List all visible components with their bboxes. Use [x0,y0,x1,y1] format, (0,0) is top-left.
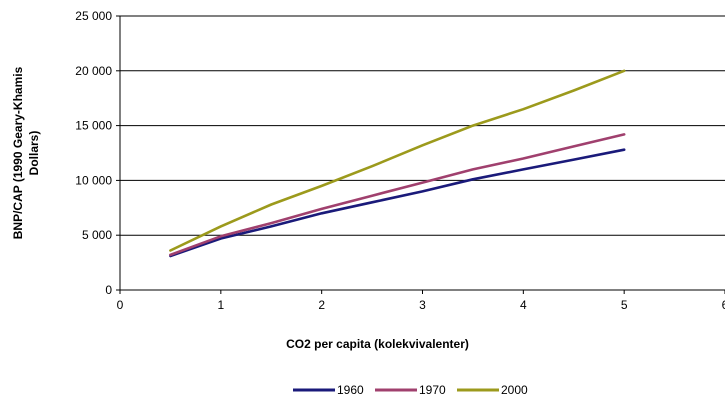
x-tick-label-3: 3 [419,298,426,312]
legend-label-1960: 1960 [337,383,364,397]
x-tick-label-0: 0 [117,298,124,312]
y-axis-title-line-1: BNP/CAP (1990 Geary-Khamis [11,66,25,239]
series-line-1960 [169,148,626,258]
legend: 1960 1970 2000 [293,383,528,397]
x-axis-title: CO2 per capita (kolekvivalenter) [286,337,469,351]
y-tick-label-0: 0 [105,283,112,297]
x-tick-label-2: 2 [318,298,325,312]
x-tick-label-1: 1 [217,298,224,312]
y-tick-label-4: 20 000 [75,64,112,78]
plot-area [169,69,626,258]
gridlines [120,15,725,236]
y-tick-label-5: 25 000 [75,9,112,23]
y-axis-title: BNP/CAP (1990 Geary-Khamis Dollars) [11,66,41,239]
legend-label-1970: 1970 [419,383,446,397]
x-tick-label-4: 4 [520,298,527,312]
y-tick-label-3: 15 000 [75,119,112,133]
y-tick-label-1: 5 000 [82,228,112,242]
y-tick-label-2: 10 000 [75,173,112,187]
x-tick-label-5: 5 [621,298,628,312]
tick-labels: 0 5 000 10 000 15 000 20 000 25 000 0 1 2 3 4 5 6 [75,9,725,312]
axes [116,15,725,294]
y-axis-title-line-2: Dollars) [27,131,41,176]
series-line-2000 [169,69,626,252]
series-line-1970 [169,133,626,257]
legend-label-2000: 2000 [501,383,528,397]
x-tick-label-6: 6 [722,298,725,312]
